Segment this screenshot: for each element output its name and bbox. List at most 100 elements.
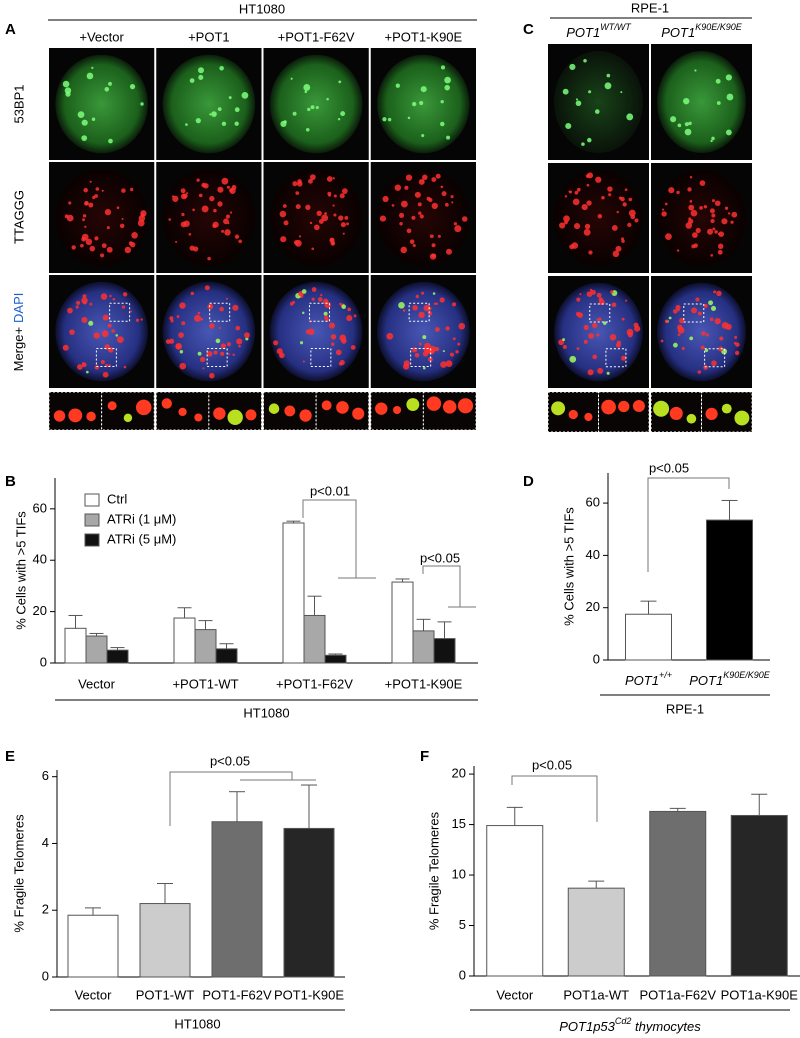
zoom-box <box>95 347 117 367</box>
focus <box>326 176 333 182</box>
inset-focus <box>107 401 117 411</box>
row-label-merge: Merge+ <box>11 327 26 371</box>
focus <box>411 215 416 220</box>
x-tick-label: POT1a-K90E <box>721 987 799 1002</box>
focus <box>725 129 732 136</box>
focus <box>601 195 605 200</box>
focus <box>100 359 105 365</box>
inset-focus <box>194 413 203 422</box>
focus <box>339 302 342 306</box>
focus <box>721 218 728 225</box>
inset-focus <box>161 398 172 409</box>
focus <box>344 215 349 220</box>
focus <box>427 311 433 316</box>
focus <box>129 241 136 248</box>
inset-focus <box>123 413 133 423</box>
focus <box>317 297 323 302</box>
focus <box>95 187 100 191</box>
inset-focus <box>551 401 566 416</box>
bar <box>706 519 753 661</box>
focus <box>101 189 104 192</box>
zoom-box <box>704 348 726 368</box>
focus <box>195 118 201 124</box>
bar <box>139 903 191 978</box>
focus <box>395 83 400 88</box>
legend-swatch <box>84 513 100 527</box>
focus <box>119 223 125 229</box>
focus <box>198 74 204 80</box>
focus <box>576 297 581 302</box>
focus <box>434 327 440 332</box>
focus <box>445 326 450 331</box>
column-label-sup: K90E/K90E <box>695 22 743 32</box>
focus <box>597 214 603 219</box>
focus <box>93 332 100 339</box>
inset-focus <box>68 408 83 423</box>
focus <box>559 222 566 229</box>
focus <box>727 212 731 215</box>
focus <box>189 245 195 251</box>
focus <box>192 208 195 212</box>
focus <box>444 84 451 91</box>
focus <box>225 297 228 300</box>
bar <box>282 522 305 664</box>
focus <box>124 246 132 254</box>
focus <box>180 221 187 228</box>
focus <box>107 344 110 347</box>
focus <box>197 67 204 74</box>
focus <box>129 310 132 313</box>
focus <box>311 247 315 251</box>
focus <box>311 287 317 292</box>
focus <box>627 222 632 228</box>
focus <box>621 355 627 361</box>
focus <box>441 191 447 197</box>
focus <box>419 214 424 219</box>
inset-focus <box>178 407 187 417</box>
focus <box>200 317 204 321</box>
significance-bracket <box>302 499 357 578</box>
focus <box>691 244 696 249</box>
focus <box>69 329 75 335</box>
focus <box>724 206 729 210</box>
bar <box>173 617 196 664</box>
column-label-base: POT1 <box>661 25 695 40</box>
inset-focus <box>442 400 457 414</box>
focus <box>713 290 717 294</box>
focus <box>100 293 108 300</box>
focus <box>714 317 721 325</box>
focus <box>245 337 249 341</box>
focus <box>711 360 717 367</box>
focus <box>220 351 225 356</box>
focus <box>677 333 681 337</box>
focus <box>402 309 406 312</box>
focus <box>135 318 140 322</box>
y-tick-label: 20 <box>586 599 600 614</box>
y-tick-label: 0 <box>459 967 466 982</box>
focus <box>735 342 740 347</box>
focus <box>579 293 582 296</box>
focus <box>89 245 96 252</box>
bar <box>625 613 672 661</box>
y-tick-label: 60 <box>33 500 47 515</box>
focus <box>665 233 672 240</box>
focus <box>108 81 112 86</box>
focus <box>347 307 352 312</box>
focus <box>88 320 94 326</box>
inset-focus <box>457 398 474 414</box>
bar <box>567 887 625 977</box>
focus <box>683 97 690 105</box>
focus <box>690 209 698 217</box>
focus <box>437 234 441 238</box>
focus <box>711 136 715 141</box>
focus <box>219 65 224 71</box>
focus <box>302 311 305 315</box>
focus <box>602 321 607 325</box>
focus <box>332 177 335 180</box>
focus <box>206 351 213 357</box>
focus <box>218 326 221 330</box>
focus <box>412 101 417 107</box>
focus <box>457 342 461 346</box>
focus <box>82 214 87 218</box>
focus <box>213 208 217 213</box>
